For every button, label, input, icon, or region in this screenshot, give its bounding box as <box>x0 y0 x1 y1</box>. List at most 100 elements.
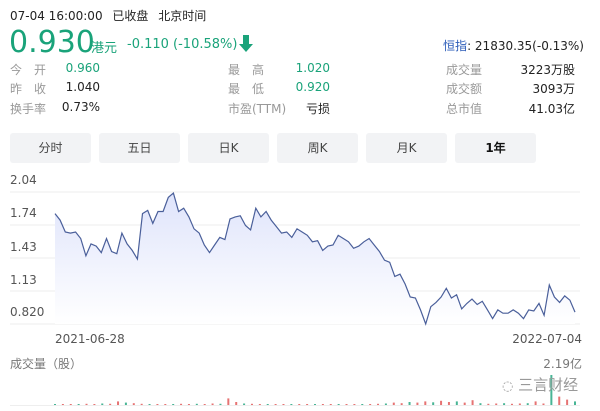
volume-bar <box>258 404 261 405</box>
index-label: 恒指 <box>443 39 468 53</box>
volume-bar <box>345 404 348 405</box>
volume-bar <box>235 402 238 405</box>
volume-bar <box>140 403 143 405</box>
volume-bar <box>164 404 167 405</box>
volume-bar <box>172 404 175 405</box>
volume-bar <box>455 401 458 405</box>
volume-bar <box>361 404 364 405</box>
stat-label: 昨 收 <box>10 82 47 96</box>
stat-value: 1.020 <box>295 61 330 75</box>
volume-bar <box>408 402 411 405</box>
tab-3[interactable]: 周K <box>277 133 358 163</box>
volume-bar <box>487 403 490 405</box>
volume-bar <box>306 404 309 405</box>
stat-label: 最 高 <box>228 63 265 77</box>
volume-bar <box>109 403 112 405</box>
arrow-down-icon <box>239 35 253 52</box>
currency: 港元 <box>91 41 118 56</box>
volume-bar <box>424 401 427 405</box>
volume-bar <box>392 402 395 405</box>
volume-bar <box>195 403 198 405</box>
volume-bar <box>329 404 332 405</box>
volume-bar <box>282 404 285 405</box>
volume-bar <box>298 404 301 405</box>
stat-value: 0.73% <box>61 100 100 114</box>
volume-bar <box>54 404 56 405</box>
tab-2[interactable]: 日K <box>188 133 269 163</box>
watermark-text: 三言财经 <box>518 376 579 394</box>
y-tick-label: 2.04 <box>10 173 37 187</box>
wechat-icon: ◌ <box>502 379 514 394</box>
volume-bar <box>377 403 380 405</box>
stat-value: 3223万股 <box>520 63 575 77</box>
volume-bar <box>369 404 372 405</box>
y-tick-label: 1.13 <box>10 273 37 287</box>
stat-label: 成交额 <box>446 82 483 96</box>
volume-bar <box>132 403 135 405</box>
y-tick-label: 0.820 <box>10 305 45 319</box>
stat-label: 最 低 <box>228 82 265 96</box>
price: 0.930 <box>9 25 95 60</box>
volume-bar <box>227 398 230 405</box>
header-datetime: 07-04 16:00:00 已收盘 北京时间 <box>10 7 206 24</box>
y-tick-label: 1.43 <box>10 240 37 254</box>
tab-4[interactable]: 月K <box>366 133 447 163</box>
volume-bar <box>384 403 387 405</box>
volume-bar <box>187 404 190 405</box>
tab-5[interactable]: 1年 <box>455 133 536 163</box>
volume-bar <box>574 401 576 405</box>
volume-bar <box>85 403 88 405</box>
volume-bar <box>495 403 498 405</box>
volume-bar <box>250 403 253 405</box>
price-line <box>54 192 576 326</box>
volume-bar <box>337 404 340 405</box>
volume-bar <box>290 404 293 405</box>
stat-value: 41.03亿 <box>528 102 575 116</box>
datetime: 07-04 16:00:00 <box>10 9 103 23</box>
volume-bar <box>416 402 419 405</box>
volume-bar <box>432 402 435 405</box>
volume-bar <box>243 403 246 405</box>
volume-bar <box>219 403 222 405</box>
volume-bar <box>117 401 120 405</box>
volume-bar <box>542 403 545 405</box>
hang-seng-index[interactable]: 恒指: 21830.35(-0.13%) <box>443 37 584 54</box>
stat-value: 3093万 <box>532 82 575 96</box>
volume-bar <box>77 404 80 405</box>
volume-bar <box>550 375 553 405</box>
volume-max-label: 2.19亿 <box>543 357 582 371</box>
volume-bar <box>463 402 466 405</box>
volume-bar <box>266 404 269 405</box>
watermark: ◌ 三言财经 <box>502 374 578 395</box>
stat-label: 市盈(TTM) <box>228 102 287 116</box>
volume-bar <box>156 404 159 405</box>
volume-bar <box>479 403 482 405</box>
volume-bar <box>93 404 96 405</box>
volume-bar <box>180 403 183 405</box>
stat-value: 0.960 <box>65 61 100 75</box>
volume-bar <box>447 402 450 405</box>
volume-bar <box>148 404 151 405</box>
volume-bar <box>566 399 569 405</box>
volume-bar <box>353 404 356 405</box>
volume-bar <box>400 403 403 405</box>
y-tick-label: 1.74 <box>10 206 37 220</box>
volume-bar <box>471 400 474 405</box>
volume-bar <box>558 396 561 405</box>
tab-1[interactable]: 五日 <box>99 133 180 163</box>
stat-label: 成交量 <box>446 63 483 77</box>
price-change: -0.110 (-10.58%) <box>127 37 238 52</box>
volume-bar <box>211 403 214 405</box>
volume-bar <box>101 403 104 405</box>
stat-label: 今 开 <box>10 63 47 77</box>
stat-value: 1.040 <box>65 80 100 94</box>
x-end-label: 2022-07-04 <box>512 332 582 346</box>
volume-bar <box>274 404 277 405</box>
volume-bar <box>440 400 443 405</box>
volume-bar <box>510 403 513 405</box>
volume-bar <box>518 403 521 405</box>
timezone: 北京时间 <box>158 9 207 23</box>
volume-bar <box>321 404 324 405</box>
tab-0[interactable]: 分时 <box>10 133 91 163</box>
